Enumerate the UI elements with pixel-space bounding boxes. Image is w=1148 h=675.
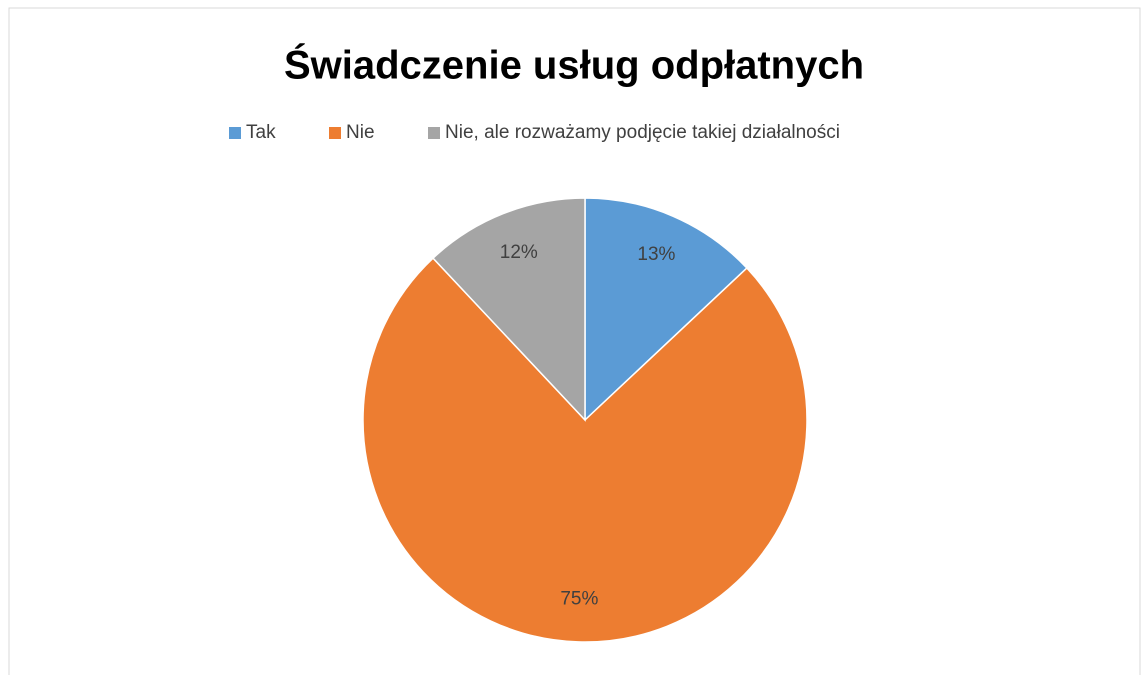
legend-label: Tak [246,122,276,143]
legend-label: Nie [346,122,375,143]
pie-slice [362,257,808,643]
pie-slice [431,197,586,422]
chart-border [8,7,1141,675]
legend-swatch [229,127,241,139]
pie-slice [584,197,748,422]
data-label: 13% [637,244,675,265]
data-label: 75% [560,589,598,610]
legend-label: Nie, ale rozważamy podjęcie takiej dział… [445,122,840,143]
data-label: 12% [500,242,538,263]
legend-swatch [329,127,341,139]
legend-swatch [428,127,440,139]
chart-title: Świadczenie usług odpłatnych [284,42,864,88]
